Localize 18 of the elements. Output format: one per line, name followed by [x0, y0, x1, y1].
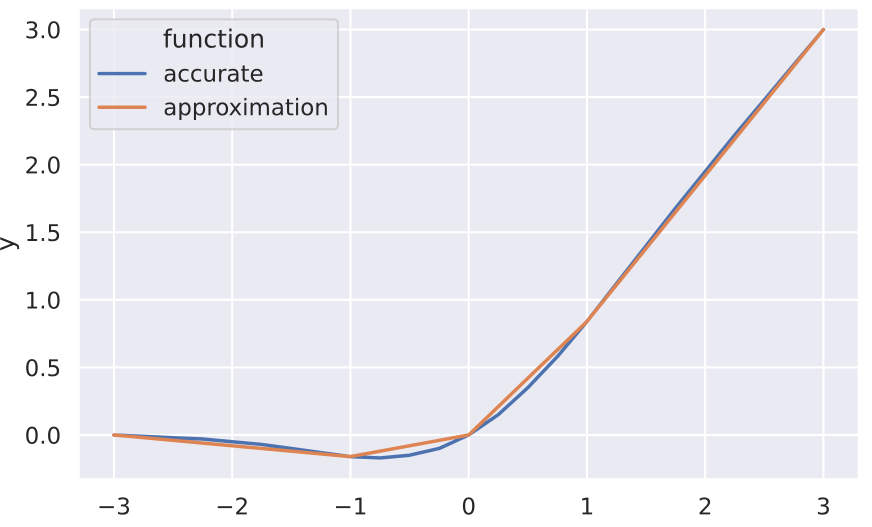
y-tick-label: 2.5	[26, 88, 60, 106]
y-tick-label: 3.0	[26, 21, 60, 39]
x-tick-label: 3	[818, 497, 829, 515]
y-tick-label: 1.0	[27, 292, 60, 309]
x-tick-label: 1	[582, 498, 592, 514]
x-tick-label: 0	[462, 497, 474, 515]
legend-title: function	[163, 28, 263, 48]
legend-label: approximation	[164, 98, 327, 120]
x-tick-label: −3	[99, 497, 130, 515]
x-tick-label: −2	[218, 497, 247, 514]
y-tick-label: 2.0	[26, 156, 60, 174]
y-tick-label: 0.5	[26, 359, 60, 376]
y-tick-label: 0.0	[26, 426, 60, 444]
y-axis-title: y	[0, 237, 20, 250]
y-tick-label: 1.5	[27, 224, 60, 242]
legend-label: accurate	[164, 66, 262, 82]
x-tick-label: 2	[700, 497, 710, 514]
x-tick-label: −1	[336, 498, 366, 514]
